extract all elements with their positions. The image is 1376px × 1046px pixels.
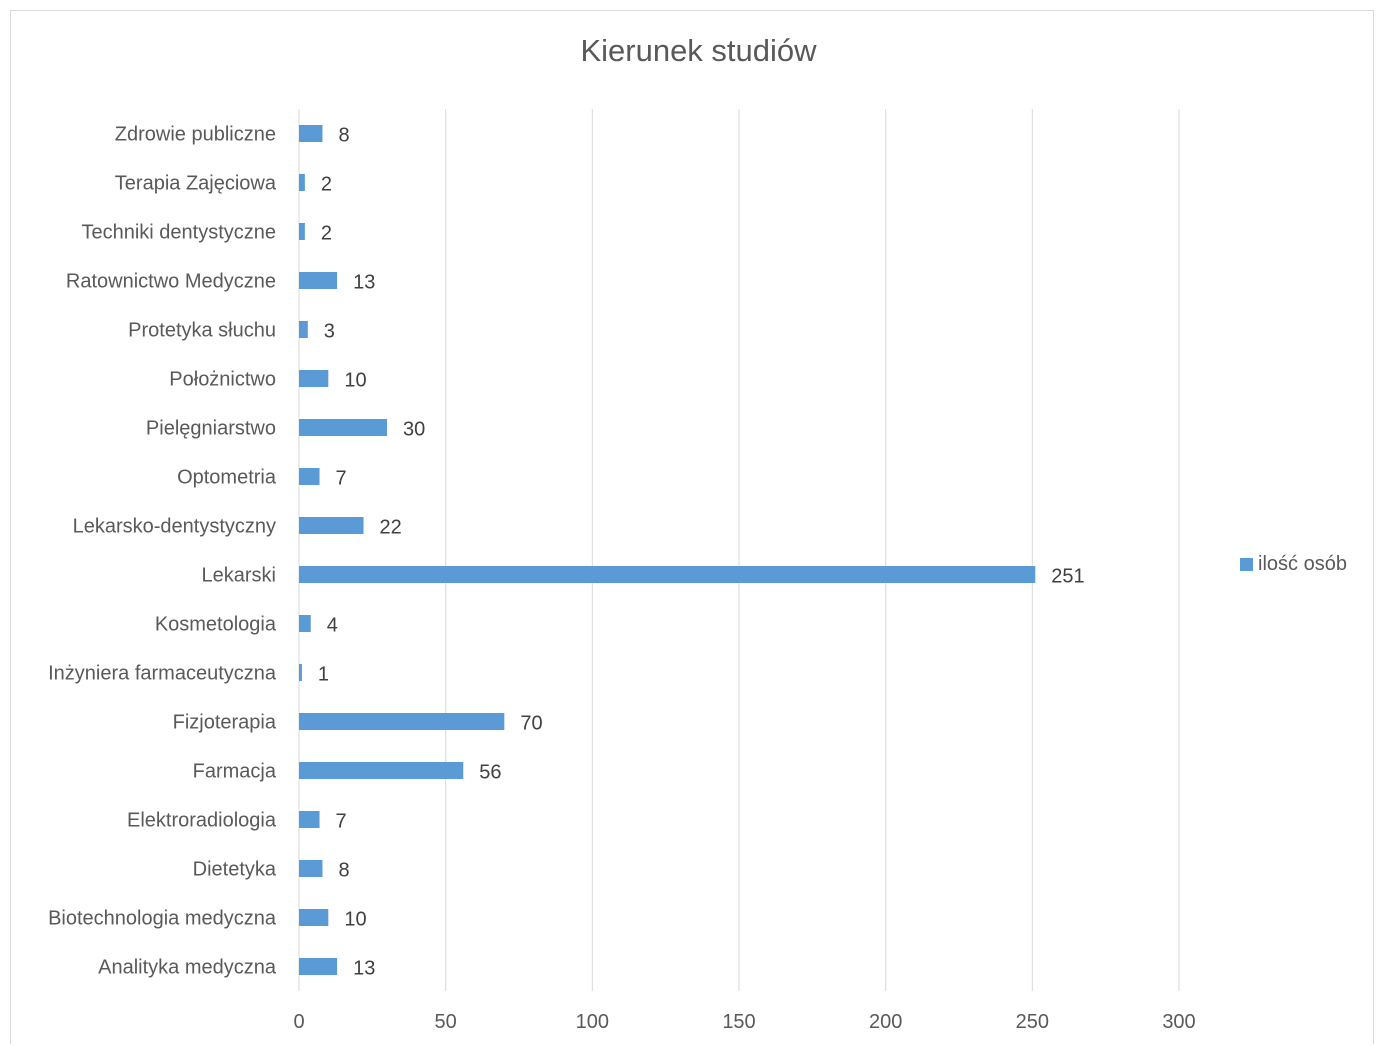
chart-title: Kierunek studiów [580,33,817,68]
category-label: Techniki dentystyczne [81,222,276,244]
bar [299,860,323,877]
category-label: Lekarsko-dentystyczny [73,516,276,538]
data-label: 3 [324,321,335,343]
bar [299,958,338,975]
data-label: 22 [380,517,402,539]
category-label: Kosmetologia [155,614,277,636]
bar [299,811,320,828]
x-tick-label: 200 [869,1011,902,1033]
category-label: Analityka medyczna [98,957,277,979]
bar [299,909,329,926]
x-tick-label: 300 [1162,1011,1195,1033]
x-tick-label: 0 [293,1011,304,1033]
data-label: 8 [338,125,349,147]
data-label: 7 [336,811,347,833]
x-axis-ticks: 0 50 100 150 200 250 300 [293,1011,1195,1033]
category-labels: Analityka medyczna Biotechnologia medyczn… [48,124,277,979]
bar [299,566,1036,583]
bar [299,174,305,191]
data-label: 1 [318,664,329,686]
data-label: 8 [338,860,349,882]
bar [299,762,464,779]
category-label: Położnictwo [169,369,276,391]
data-label: 7 [336,468,347,490]
x-tick-label: 250 [1016,1011,1049,1033]
data-label: 56 [479,762,501,784]
category-label: Dietetyka [193,859,277,881]
bar [299,370,329,387]
data-label: 4 [327,615,338,637]
x-tick-label: 100 [576,1011,609,1033]
gridlines [298,109,1180,991]
bar [299,419,387,436]
category-label: Ratownictwo Medyczne [66,271,276,293]
bar [299,125,323,142]
legend-label: ilość osób [1258,553,1347,575]
category-label: Terapia Zajęciowa [115,173,277,195]
category-label: Zdrowie publiczne [115,124,276,146]
bars [299,125,1036,975]
category-label: Lekarski [202,565,276,587]
data-label: 70 [520,713,542,735]
bar [299,272,338,289]
data-label: 2 [321,174,332,196]
category-label: Inżyniera farmaceutyczna [48,663,277,685]
bar [299,223,305,240]
category-label: Protetyka słuchu [128,320,276,342]
category-label: Farmacja [193,761,277,783]
data-label: 2 [321,223,332,245]
data-label: 10 [344,909,366,931]
chart-frame [10,10,1374,1044]
data-label: 30 [403,419,425,441]
bar [299,321,308,338]
data-label: 13 [353,272,375,294]
x-tick-label: 50 [435,1011,457,1033]
bar [299,713,505,730]
data-label: 13 [353,958,375,980]
category-label: Biotechnologia medyczna [48,908,277,930]
category-label: Optometria [177,467,277,489]
data-label: 251 [1051,566,1084,588]
category-label: Pielęgniarstwo [146,418,276,440]
bar [299,664,302,681]
data-label: 10 [344,370,366,392]
legend: ilość osób [1240,553,1347,576]
legend-swatch [1240,558,1253,571]
x-tick-label: 150 [722,1011,755,1033]
bar [299,468,320,485]
bar [299,517,364,534]
bar [299,615,311,632]
category-label: Elektroradiologia [127,810,277,832]
category-label: Fizjoterapia [173,712,277,734]
